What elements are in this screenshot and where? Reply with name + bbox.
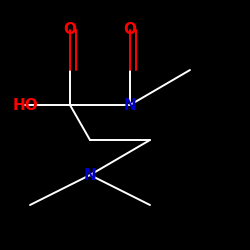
Text: N: N [84, 168, 96, 182]
Text: HO: HO [12, 98, 38, 112]
Text: O: O [124, 22, 136, 38]
Text: O: O [64, 22, 76, 38]
Text: N: N [124, 98, 136, 112]
